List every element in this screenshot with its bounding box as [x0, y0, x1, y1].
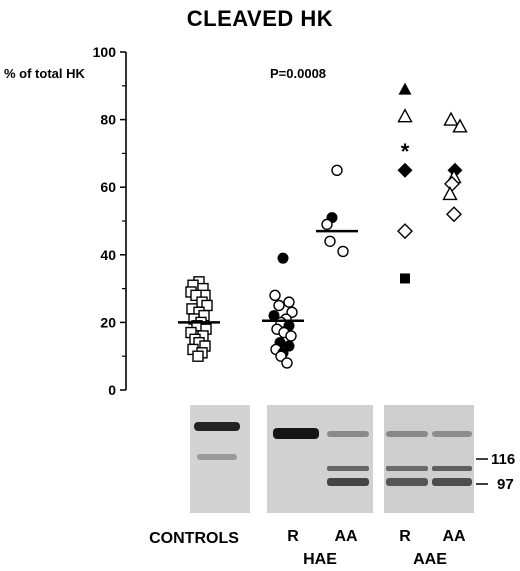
data-points: *: [178, 82, 468, 369]
y-tick-label: 60: [100, 179, 116, 195]
mw-label-116: 116: [491, 451, 516, 468]
x-label-hae: HAE: [303, 551, 337, 568]
western-blot: [190, 405, 488, 513]
band: [432, 478, 472, 486]
y-tick-label: 80: [100, 112, 116, 128]
data-point-open-square: [192, 350, 204, 362]
x-label-aae-r: R: [399, 528, 411, 545]
blot-panel-aae: [384, 405, 474, 513]
x-label-aae: AAE: [413, 551, 447, 568]
data-point-filled-circle: [277, 252, 289, 264]
scatter-plot: 0 20 40 60 80 100 *: [93, 44, 468, 398]
band: [273, 428, 319, 439]
data-point-open-circle: [324, 235, 336, 247]
data-point-open-square: [190, 289, 202, 302]
data-point-open-circle: [269, 289, 281, 302]
band: [386, 466, 428, 471]
p-value-annotation: P=0.0008: [270, 66, 327, 81]
data-point-open-circle: [281, 357, 293, 369]
data-point-open-circle: [337, 245, 349, 258]
data-point-open-triangle: [442, 185, 458, 201]
data-point-open-triangle: [452, 118, 468, 133]
data-point-open-circle: [283, 296, 295, 308]
data-point-open-diamond: [446, 206, 462, 223]
x-label-controls: CONTROLS: [149, 530, 239, 547]
data-point-filled-circle: [268, 310, 280, 322]
x-label-hae-r: R: [287, 528, 299, 545]
data-point-open-circle: [273, 299, 285, 312]
x-label-hae-aa: AA: [334, 528, 358, 545]
y-tick-label: 40: [100, 247, 116, 263]
band: [197, 454, 237, 460]
band: [386, 478, 428, 486]
y-axis: 0 20 40 60 80 100: [93, 44, 127, 398]
y-tick-label: 20: [100, 314, 116, 330]
band: [327, 431, 369, 437]
data-point-filled-triangle: [398, 82, 412, 95]
y-tick-label: 100: [93, 44, 117, 60]
data-point-open-circle: [285, 330, 297, 342]
data-point-asterisk: *: [401, 139, 410, 164]
mw-label-97: 97: [497, 476, 514, 493]
y-axis-label: % of total HK: [4, 66, 85, 81]
data-point-open-diamond: [397, 223, 413, 240]
y-tick-label: 0: [108, 382, 116, 398]
data-point-filled-diamond: [397, 162, 413, 178]
blot-panel-hae: [267, 405, 373, 513]
band: [432, 466, 472, 471]
data-point-open-triangle: [443, 111, 459, 126]
data-point-open-triangle: [397, 108, 413, 123]
chart-title: CLEAVED HK: [186, 6, 334, 31]
x-label-aae-aa: AA: [442, 528, 466, 545]
data-point-open-circle: [331, 164, 343, 177]
data-point-open-circle: [321, 218, 333, 231]
band: [194, 422, 240, 431]
band: [327, 478, 369, 486]
data-point-filled-diamond: [447, 162, 463, 178]
band: [327, 466, 369, 471]
data-point-filled-square: [400, 273, 410, 284]
band: [432, 431, 472, 437]
band: [386, 431, 428, 437]
